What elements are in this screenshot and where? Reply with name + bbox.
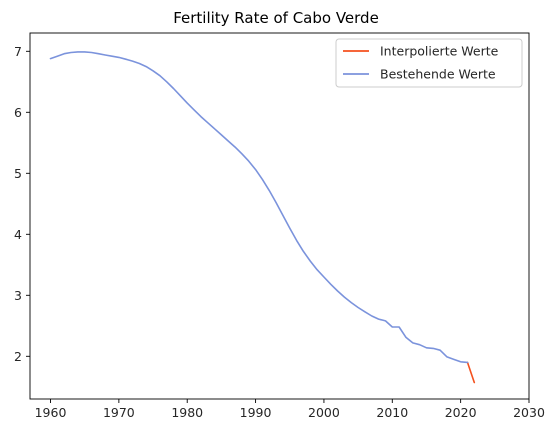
y-tick-label: 7 [14, 44, 22, 59]
x-tick-label: 2010 [376, 405, 408, 420]
x-tick-label: 2020 [445, 405, 477, 420]
x-tick-label: 1990 [240, 405, 272, 420]
legend: Interpolierte Werte Bestehende Werte [335, 38, 523, 88]
x-tick-label: 1980 [171, 405, 203, 420]
x-axis: 1960 1970 1980 1990 2000 2010 2020 2030 [35, 399, 545, 420]
y-tick-label: 2 [14, 349, 22, 364]
chart-title: Fertility Rate of Cabo Verde [173, 9, 379, 27]
legend-box [335, 38, 523, 88]
legend-label: Interpolierte Werte [380, 44, 499, 59]
y-axis: 2 3 4 5 6 7 [14, 44, 30, 364]
y-tick-label: 3 [14, 288, 22, 303]
x-tick-label: 2030 [513, 405, 545, 420]
x-tick-label: 1960 [35, 405, 67, 420]
series-line-interpolated [466, 361, 476, 384]
plot-frame [29, 32, 530, 400]
series-line-existing [49, 51, 469, 364]
y-tick-label: 5 [14, 166, 22, 181]
y-tick-label: 6 [14, 105, 22, 120]
x-tick-label: 1970 [103, 405, 135, 420]
legend-label: Bestehende Werte [380, 67, 496, 82]
x-tick-label: 2000 [308, 405, 340, 420]
y-tick-label: 4 [14, 227, 22, 242]
plot-area [29, 32, 530, 400]
